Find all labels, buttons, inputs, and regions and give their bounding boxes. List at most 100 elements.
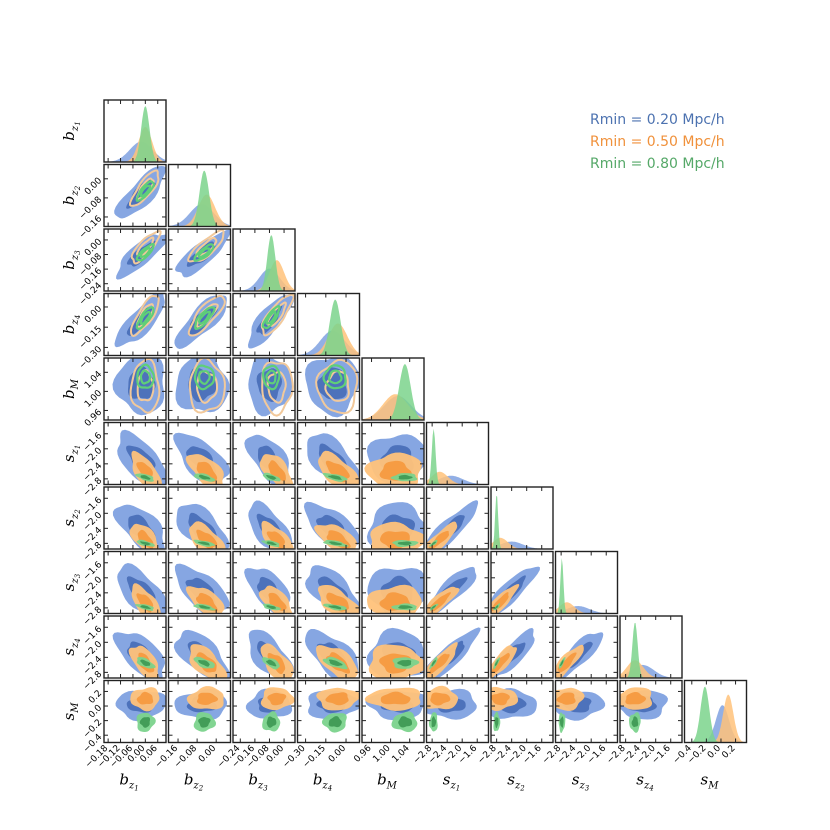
x-axis-title-2: bz3 [248, 771, 268, 793]
panel-frame [103, 163, 167, 228]
panel-frame [103, 486, 167, 550]
panel-5-4 [364, 434, 424, 485]
marginal-sz1-series-1 [426, 471, 489, 485]
marginal-bz1-series-2 [104, 106, 166, 162]
contour-inner-series-2 [327, 475, 342, 480]
panel-9-4 [364, 687, 424, 733]
panel-frame [167, 357, 232, 421]
contour-inner-series-2 [266, 475, 277, 480]
marginal-sM-series-1 [684, 694, 747, 743]
panel-6-3 [303, 501, 360, 549]
legend-entry-rmin-0.80: Rmin = 0.80 Mpc/h [590, 156, 725, 172]
contour-outer-series-2 [135, 306, 155, 331]
contour-inner-series-2 [197, 310, 212, 325]
panel-3-3 [297, 299, 360, 356]
panel-frame [103, 550, 167, 615]
contour-outer-series-1 [188, 358, 226, 414]
x-axis-title-7: sz3 [572, 771, 590, 793]
panel-frame [425, 421, 490, 486]
x-axis-title-9: sM [701, 771, 720, 792]
panel-frame [103, 679, 167, 744]
panel-frame [425, 550, 490, 615]
panel-4-0 [112, 358, 165, 416]
contour-inner-series-2 [266, 605, 276, 609]
panel-frame [361, 357, 425, 421]
contour-inner-series-2 [328, 605, 342, 610]
panel-0-0 [104, 106, 166, 162]
contour-inner-series-2 [198, 605, 211, 609]
panel-4-4 [362, 364, 424, 420]
marginal-bM-series-2 [362, 364, 424, 420]
panel-9-1 [174, 686, 228, 732]
x-tick-label: 0.2 [720, 744, 737, 761]
panel-7-4 [367, 568, 424, 614]
contour-inner-series-2 [139, 369, 152, 385]
panel-frame [232, 292, 296, 357]
panel-frame [232, 228, 296, 292]
panel-6-6 [491, 495, 553, 549]
panel-2-1 [175, 229, 231, 278]
panel-frame [296, 292, 361, 357]
y-axis-title-6: sz2 [60, 509, 82, 527]
panel-frame [296, 615, 361, 679]
panel-frame [619, 615, 683, 679]
panel-frame [490, 550, 554, 615]
x-tick-label: 0.00 [327, 743, 348, 764]
panel-3-0 [114, 293, 165, 348]
contour-outer-series-1 [129, 295, 160, 338]
contour-inner-series-2 [559, 659, 564, 666]
contour-inner-series-2 [494, 717, 499, 729]
contour-inner-series-2 [397, 541, 412, 546]
marginal-sz2-series-1 [491, 537, 553, 549]
x-tick-label: 1.00 [371, 743, 392, 764]
contour-inner-series-2 [397, 659, 412, 667]
contour-outer-series-1 [260, 293, 295, 337]
contour-outer-series-1 [129, 358, 161, 414]
panel-frame [296, 421, 361, 486]
contour-inner-series-1 [196, 461, 218, 482]
panel-frame [167, 228, 232, 292]
contour-inner-series-1 [196, 692, 219, 705]
panel-frame [361, 486, 425, 550]
y-axis-title-3: bz4 [60, 315, 82, 334]
panel-9-3 [308, 687, 360, 733]
panel-frame [232, 550, 296, 615]
panel-frame [296, 550, 361, 615]
marginal-sz1-series-2 [426, 428, 489, 485]
panel-frame [361, 421, 425, 486]
panel-frame [103, 357, 167, 421]
panel-8-1 [173, 629, 231, 678]
contour-inner-series-2 [328, 716, 342, 728]
contour-inner-series-2 [494, 605, 499, 610]
contour-inner-series-2 [328, 659, 343, 666]
panel-frame [425, 615, 490, 679]
legend-entry-rmin-0.50: Rmin = 0.50 Mpc/h [590, 134, 725, 150]
contour-inner-series-1 [266, 531, 285, 549]
panel-frame [103, 228, 167, 292]
panels-layer: −0.18−0.12−0.060.000.06bz1−0.16−0.080.00… [60, 99, 748, 793]
panel-7-5 [426, 566, 477, 614]
panel-8-7 [555, 632, 604, 678]
panel-6-1 [176, 503, 230, 549]
contour-inner-series-2 [265, 310, 277, 325]
contour-inner-series-2 [140, 475, 151, 480]
contour-outer-series-2 [194, 306, 216, 331]
x-tick-label: 1.04 [391, 743, 412, 764]
panel-9-7 [555, 687, 606, 733]
panel-frame [167, 679, 232, 744]
panel-9-5 [426, 685, 477, 732]
contour-inner-series-1 [491, 692, 510, 706]
panel-8-4 [366, 627, 424, 678]
legend-entry-rmin-0.20: Rmin = 0.20 Mpc/h [590, 112, 725, 128]
panel-3-1 [174, 294, 227, 349]
panel-3-2 [248, 293, 295, 349]
panel-frame [103, 292, 167, 357]
marginal-sz2-series-2 [491, 495, 553, 549]
panel-8-0 [112, 632, 166, 678]
contour-inner-series-2 [139, 717, 150, 728]
panel-frame [103, 99, 167, 163]
panel-7-1 [174, 563, 230, 614]
contour-inner-series-2 [431, 605, 436, 609]
panel-8-6 [491, 627, 535, 678]
panel-7-3 [305, 565, 360, 614]
